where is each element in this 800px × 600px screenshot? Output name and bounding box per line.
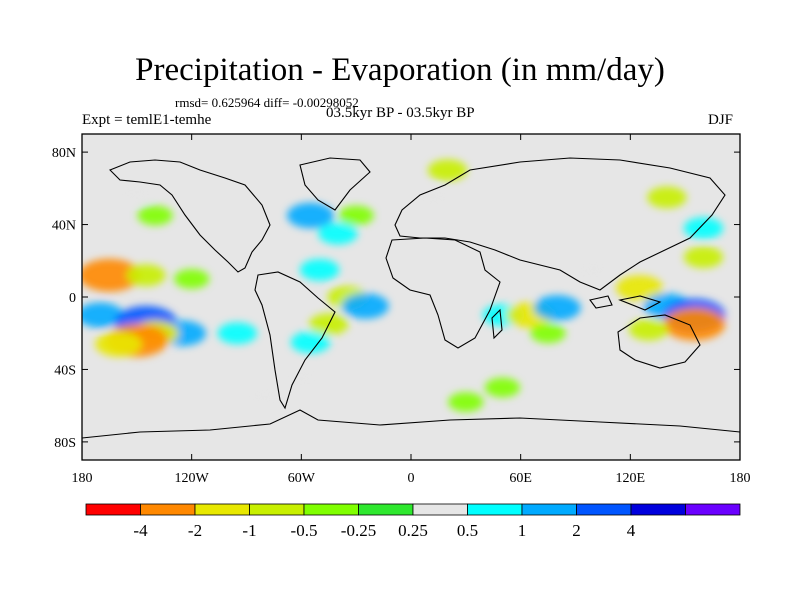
field-blob-11: [119, 182, 155, 202]
lat-tick-label: 80S: [54, 436, 76, 451]
field-blob-38: [448, 392, 484, 412]
lon-tick-label: 120E: [616, 471, 646, 486]
field-blob-32: [663, 307, 726, 341]
coastline-australia: [617, 314, 701, 369]
axes: 180 120W 60W 0 60E 120E 180 80N 40N 0 40S 80S: [52, 134, 751, 486]
colorbar-swatch: [194, 503, 250, 516]
season-label: DJF: [708, 112, 734, 128]
field-blob-29: [615, 275, 663, 301]
colorbar-label: -4: [133, 521, 148, 540]
field-blob-35: [683, 217, 724, 240]
field-blob-19: [290, 331, 331, 354]
colorbar-label: 4: [627, 521, 636, 540]
statistics-line: rmsd= 0.625964 diff= -0.00298052: [175, 95, 359, 110]
colorbar-label: 2: [572, 521, 581, 540]
field-blob-28: [576, 259, 612, 280]
coastline-greenland: [299, 157, 371, 211]
lon-tick-label: 60W: [288, 471, 316, 486]
field-blob-20: [283, 368, 320, 389]
field-blob-9: [217, 322, 258, 345]
colorbar-swatch: [630, 503, 686, 516]
coastline-antarctica: [82, 409, 740, 460]
field-blob-22: [427, 159, 468, 182]
colorbar-label: 1: [518, 521, 527, 540]
period-label: 03.5kyr BP - 03.5kyr BP: [326, 105, 475, 121]
colorbar-label: -0.5: [291, 521, 318, 540]
field-blob-13: [318, 222, 358, 245]
lon-tick-label: 180: [72, 471, 93, 486]
colorbar-swatch: [85, 503, 141, 516]
field-blob-15: [299, 258, 340, 281]
lat-tick-label: 0: [69, 291, 76, 306]
lat-tick-label: 80N: [52, 146, 76, 161]
lon-tick-label: 120W: [175, 471, 210, 486]
field-blob-34: [683, 246, 724, 269]
field-blob-0: [82, 258, 141, 292]
coastline-north-america: [109, 159, 271, 273]
colorbar-swatch: [521, 503, 577, 516]
field-blob-10: [137, 205, 173, 226]
coastline-south-america: [254, 271, 336, 410]
lat-tick-label: 40N: [52, 219, 76, 234]
colorbar-swatch: [467, 503, 523, 516]
field-blob-1: [126, 264, 166, 287]
colorbar-swatch: [303, 503, 359, 516]
coastline-eurasia: [394, 157, 726, 291]
colorbar-swatch: [412, 503, 468, 516]
colorbar-swatch: [249, 503, 305, 516]
field-blob-8: [95, 331, 143, 357]
field-blob-2: [173, 269, 210, 289]
coastline-maritime-continent: [589, 295, 662, 311]
lat-tick-label: 40S: [54, 363, 76, 378]
field-blob-21: [415, 187, 451, 208]
field-blob-36: [647, 186, 687, 209]
coastlines: [82, 157, 740, 460]
colorbar-label: -0.25: [341, 521, 376, 540]
field-blob-3: [82, 302, 124, 328]
experiment-label: Expt = temlE1-temhe: [82, 112, 212, 128]
field-blob-25: [533, 295, 581, 321]
field-blob-26: [530, 323, 566, 344]
colorbar-label: 0.5: [457, 521, 478, 540]
colorbar-swatch: [140, 503, 196, 516]
field-blob-37: [247, 386, 283, 407]
colorbar-label: -1: [242, 521, 256, 540]
coastline-madagascar: [491, 308, 503, 340]
coastline-africa: [385, 237, 501, 349]
colorbar-swatch: [358, 503, 414, 516]
field-blob-14: [338, 205, 374, 226]
lon-tick-label: 0: [408, 471, 415, 486]
field-blob-33: [628, 318, 669, 341]
field-blob-27: [484, 377, 521, 398]
lon-tick-label: 180: [730, 471, 751, 486]
colorbar-swatch: [685, 503, 741, 516]
colorbar: -4 -2 -1 -0.5 -0.25 0.25 0.5 1 2 4: [85, 503, 741, 540]
colorbar-label: -2: [188, 521, 202, 540]
field-blob-17: [341, 293, 389, 319]
pme-field: [82, 159, 726, 412]
map-title: Precipitation - Evaporation (in mm/day): [135, 52, 665, 88]
lon-tick-label: 60E: [509, 471, 532, 486]
colorbar-label: 0.25: [398, 521, 428, 540]
colorbar-swatch: [576, 503, 632, 516]
field-blob-12: [286, 202, 334, 229]
